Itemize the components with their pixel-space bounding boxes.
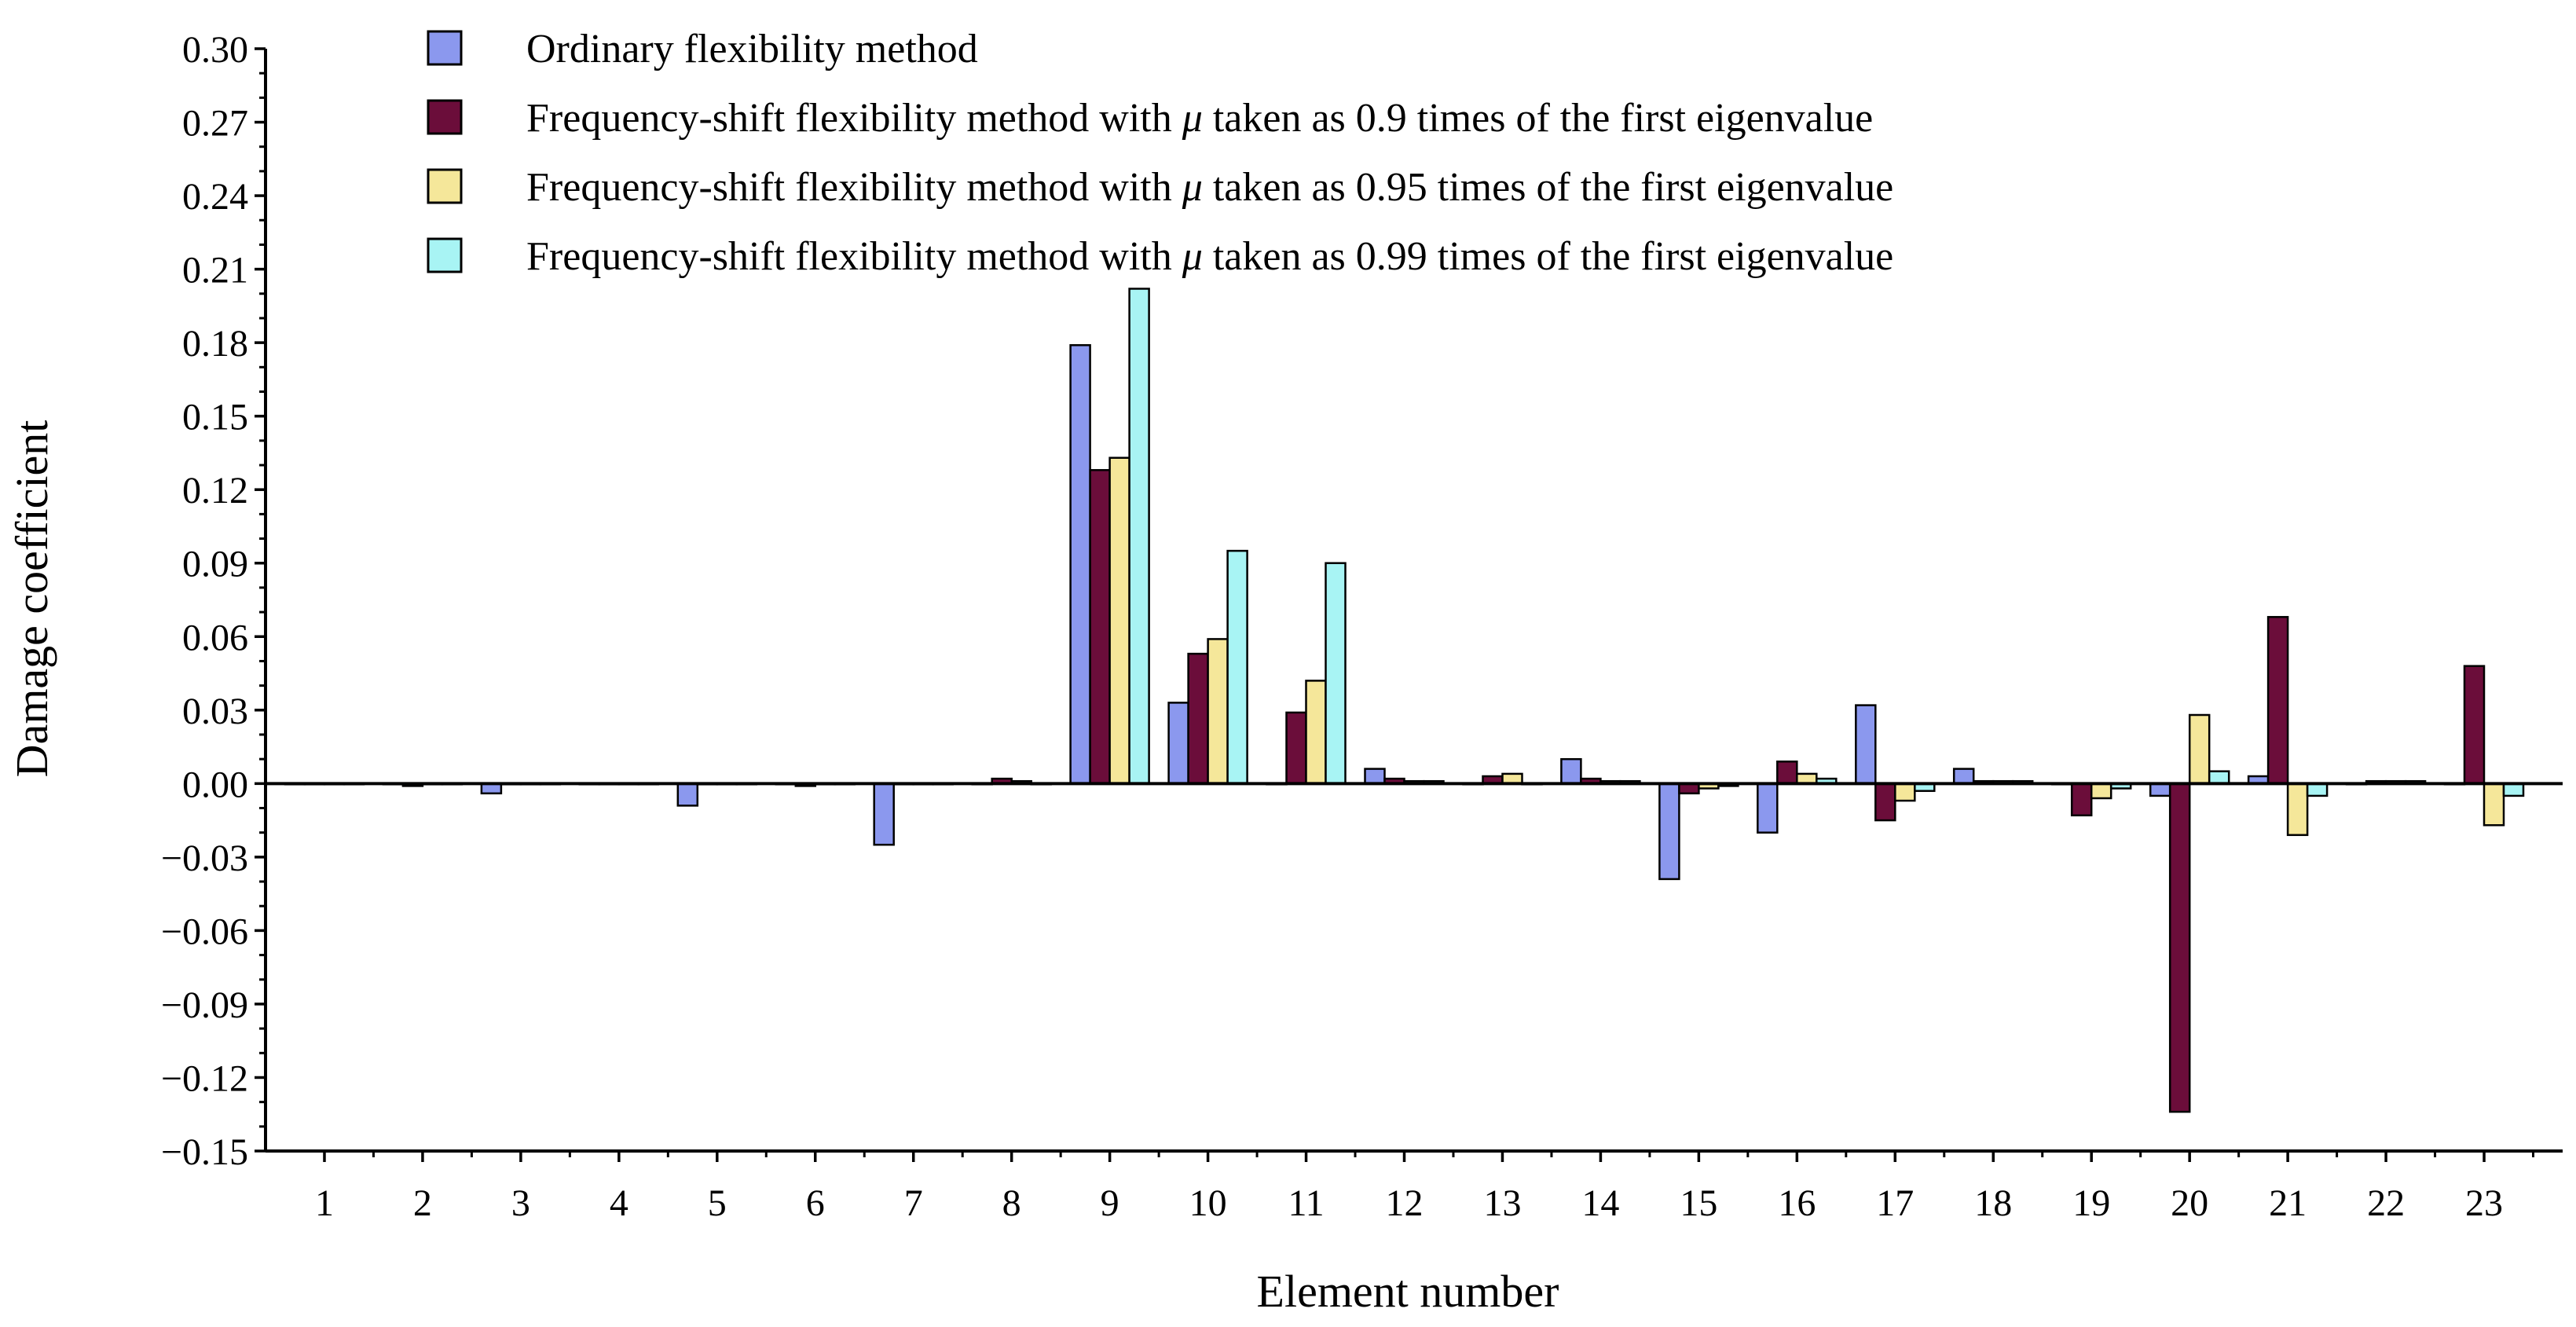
bar-s3-e17 (1894, 783, 1916, 802)
x-tick-label: 19 (2072, 1182, 2110, 1224)
legend-swatch (427, 99, 463, 135)
bar-s1-e5 (676, 783, 699, 807)
x-tick-label: 1 (315, 1182, 334, 1224)
bar-s1-e14 (1560, 757, 1582, 785)
bar-s2-e23 (2463, 665, 2486, 785)
y-tick-label: 0.00 (182, 764, 248, 805)
legend-label: Frequency-shift flexibility method with … (526, 165, 1893, 210)
bar-s1-e10 (1167, 702, 1189, 785)
x-tick-label: 6 (806, 1182, 825, 1224)
bar-s1-e9 (1069, 344, 1091, 785)
y-tick-label: 0.30 (182, 29, 248, 71)
y-tick-label: −0.12 (161, 1058, 248, 1099)
legend: Ordinary flexibility method Frequency-shi… (427, 27, 1893, 279)
legend-swatch (427, 237, 463, 273)
bar-s2-e20 (2168, 783, 2191, 1113)
bar-s3-e23 (2483, 783, 2505, 827)
x-tick-label: 15 (1680, 1182, 1717, 1224)
x-tick-label: 8 (1002, 1182, 1021, 1224)
x-tick-label: 12 (1386, 1182, 1424, 1224)
axes-layer: 0.30 0.27 0.24 0.21 0.18 0.15 0.12 0.09 0.06 0.03… (161, 29, 2563, 1224)
x-tick-label: 18 (1974, 1182, 2012, 1224)
x-tick-label: 16 (1778, 1182, 1816, 1224)
bar-s2-e17 (1874, 783, 1896, 822)
bar-s1-e17 (1855, 704, 1877, 785)
bar-s3-e20 (2188, 713, 2211, 785)
bar-s3-e9 (1108, 456, 1130, 785)
y-axis-title: Damage coefficient (6, 420, 57, 778)
legend-swatch (427, 168, 463, 204)
x-axis-title: Element number (1257, 1266, 1559, 1317)
legend-swatch (427, 30, 463, 66)
y-tick-label: 0.21 (182, 250, 248, 291)
y-tick-label: 0.27 (182, 103, 248, 145)
y-tick-label: 0.18 (182, 323, 248, 365)
x-tick-label: 9 (1101, 1182, 1119, 1224)
y-tick-label: 0.06 (182, 617, 248, 658)
bar-s4-e21 (2306, 783, 2329, 797)
x-tick-label: 7 (904, 1182, 923, 1224)
x-tick-label: 2 (413, 1182, 432, 1224)
bar-s2-e19 (2070, 783, 2093, 817)
bar-s1-e20 (2149, 783, 2171, 797)
bar-s2-e11 (1285, 711, 1307, 785)
x-tick-label: 20 (2171, 1182, 2208, 1224)
x-tick-label: 17 (1876, 1182, 1914, 1224)
bar-s2-e16 (1776, 761, 1798, 785)
bar-s4-e11 (1325, 562, 1347, 785)
y-tick-label: −0.03 (161, 838, 248, 879)
y-tick-label: 0.24 (182, 176, 248, 218)
x-tick-label: 14 (1581, 1182, 1619, 1224)
x-tick-label: 23 (2465, 1182, 2503, 1224)
bar-s4-e23 (2502, 783, 2525, 797)
y-tick-label: −0.06 (161, 911, 248, 952)
x-tick-label: 5 (708, 1182, 727, 1224)
bar-s1-e7 (873, 783, 895, 846)
bar-s1-e16 (1757, 783, 1779, 834)
bar-s2-e9 (1089, 469, 1111, 785)
bar-s4-e20 (2208, 770, 2230, 785)
x-tick-label: 11 (1288, 1182, 1324, 1224)
bar-s4-e10 (1226, 549, 1248, 785)
y-tick-label: −0.09 (161, 984, 248, 1026)
y-tick-label: 0.09 (182, 544, 248, 585)
bar-s2-e21 (2266, 616, 2289, 785)
x-tick-label: 4 (610, 1182, 628, 1224)
y-tick-label: 0.03 (182, 691, 248, 732)
x-tick-label: 3 (511, 1182, 530, 1224)
y-tick-label: 0.12 (182, 470, 248, 511)
legend-label: Frequency-shift flexibility method with … (526, 234, 1893, 279)
y-tick-label: 0.15 (182, 397, 248, 438)
bar-s1-e15 (1658, 783, 1680, 881)
legend-label: Ordinary flexibility method (526, 27, 978, 71)
bar-s3-e21 (2286, 783, 2309, 837)
bar-s3-e11 (1305, 680, 1327, 785)
bar-s1-e18 (1952, 768, 1975, 785)
x-tick-label: 21 (2269, 1182, 2307, 1224)
legend-label: Frequency-shift flexibility method with … (526, 96, 1873, 141)
bar-s2-e10 (1187, 652, 1209, 785)
x-tick-label: 13 (1483, 1182, 1521, 1224)
y-tick-label: −0.15 (161, 1131, 248, 1173)
bar-s3-e10 (1207, 638, 1229, 785)
x-tick-label: 10 (1189, 1182, 1227, 1224)
bar-s4-e9 (1128, 288, 1150, 785)
x-tick-label: 22 (2367, 1182, 2405, 1224)
bar-s3-e19 (2090, 783, 2112, 800)
bar-s1-e12 (1364, 768, 1386, 785)
